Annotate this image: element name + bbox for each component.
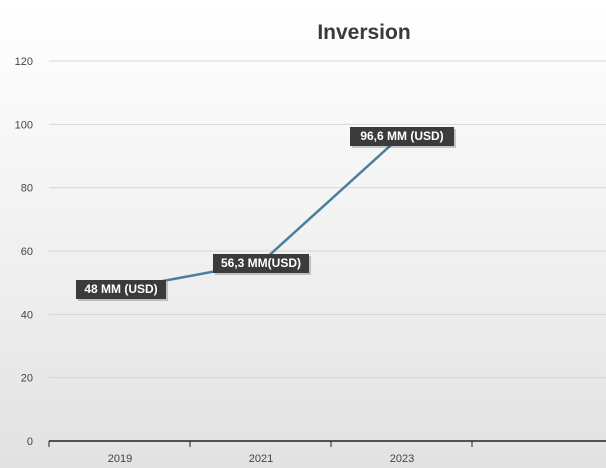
data-label-text: 48 MM (USD) — [84, 282, 157, 296]
data-label-box — [76, 280, 166, 299]
y-axis-ticks: 0 20 40 60 80 100 120 — [15, 56, 33, 448]
x-tick-label: 2019 — [108, 453, 132, 465]
chart-title: Inversion — [317, 21, 410, 44]
y-tick-label: 40 — [21, 309, 33, 321]
data-label-text: 96,6 MM (USD) — [360, 129, 443, 143]
y-tick-label: 120 — [15, 56, 33, 68]
data-label: 48 MM (USD) — [76, 280, 168, 301]
y-tick-label: 20 — [21, 373, 33, 385]
x-axis-ticks: 2019 2021 2023 — [108, 453, 414, 465]
x-tick-label: 2021 — [249, 453, 273, 465]
data-label: 96,6 MM (USD) — [350, 127, 456, 148]
data-labels: 48 MM (USD) 56,3 MM(USD) 96,6 MM (USD) — [76, 127, 456, 301]
data-label-text: 56,3 MM(USD) — [221, 256, 301, 270]
x-axis — [48, 440, 606, 447]
y-tick-label: 80 — [21, 183, 33, 195]
y-tick-label: 0 — [27, 436, 33, 448]
data-label-box — [350, 127, 454, 146]
y-tick-label: 100 — [15, 119, 33, 131]
data-label: 56,3 MM(USD) — [213, 254, 311, 275]
gridlines — [49, 60, 606, 379]
x-tick-label: 2023 — [390, 453, 414, 465]
data-label-box — [213, 254, 309, 273]
y-tick-label: 60 — [21, 246, 33, 258]
